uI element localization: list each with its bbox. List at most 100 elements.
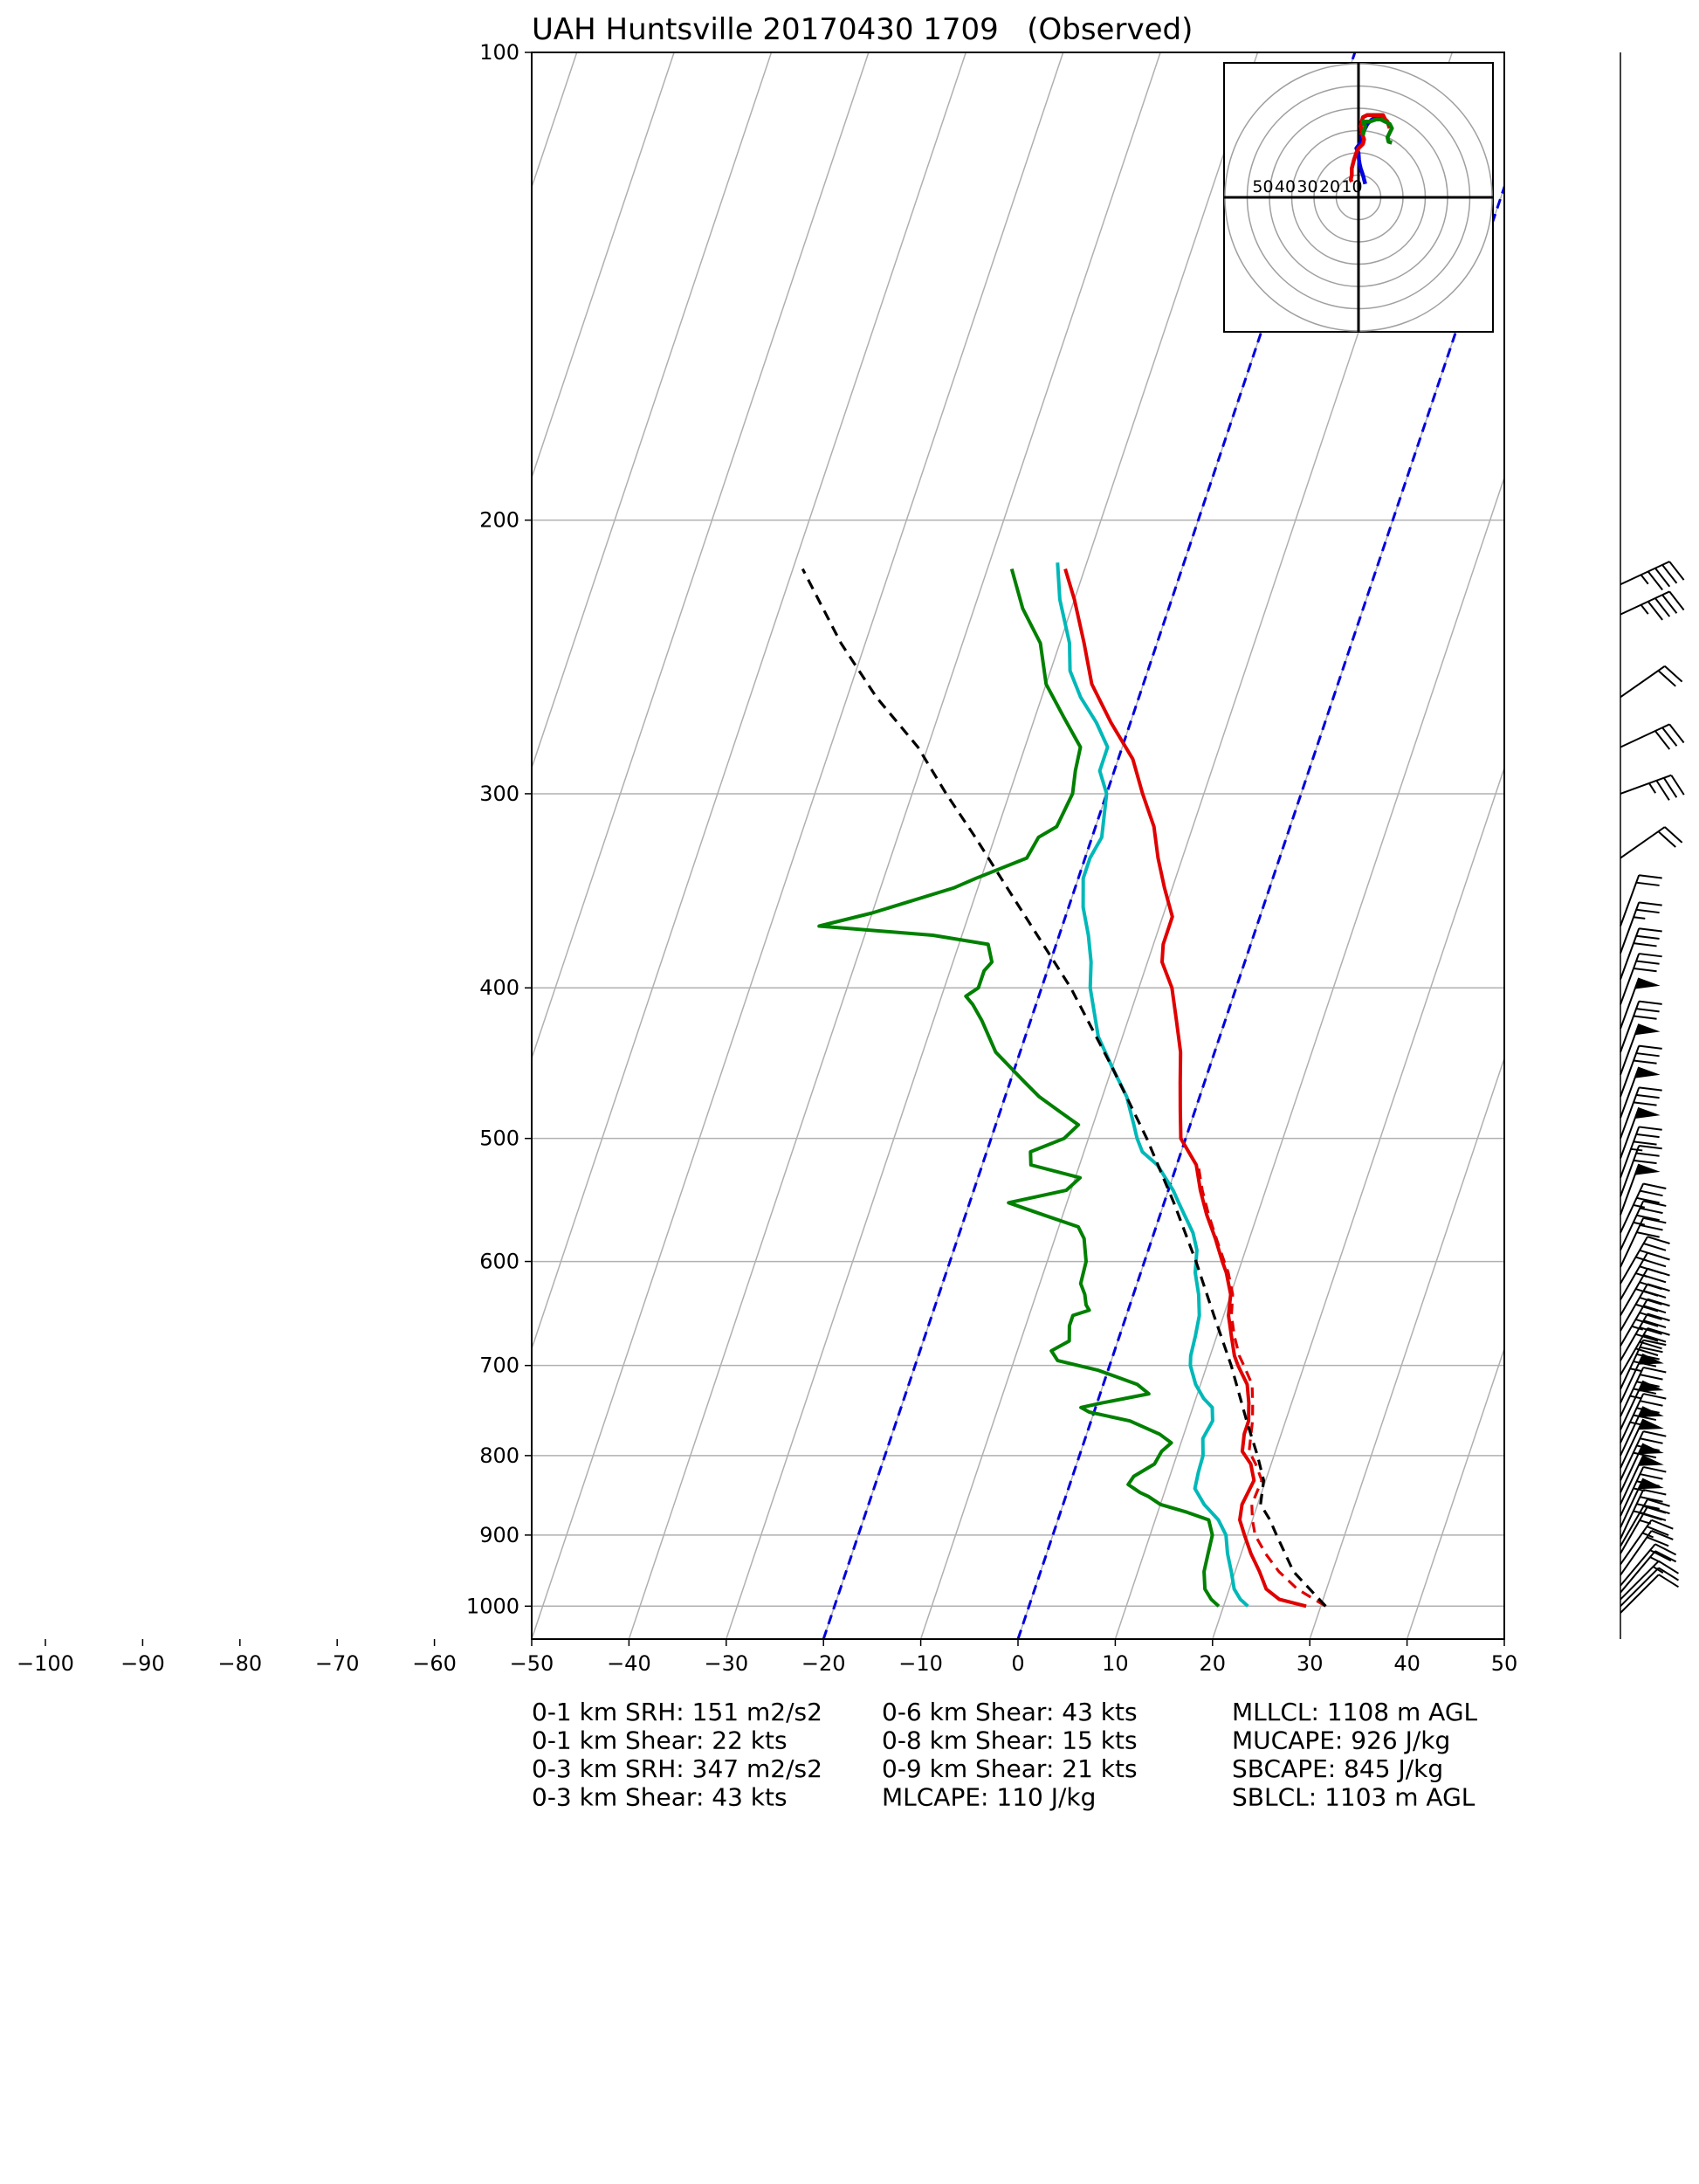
x-tick-label--20: −20 xyxy=(801,1651,846,1676)
wind-barb-flag xyxy=(1642,1465,1667,1473)
hodograph: 50 40 30 20 10 xyxy=(1223,62,1494,333)
wind-barb-flag xyxy=(1640,1473,1663,1480)
y-tick-label-500: 500 xyxy=(479,1126,519,1151)
parameter-2-3: 0-9 km Shear: 21 kts xyxy=(882,1754,1138,1783)
wind-barb-half-flag xyxy=(1648,782,1656,794)
wind-barb-half-flag xyxy=(1633,1203,1646,1209)
wind-barb-flag xyxy=(1633,1140,1657,1146)
wind-barb-725 xyxy=(1620,1339,1667,1390)
wind-barb-flag xyxy=(1639,1086,1662,1092)
wind-barb-flag xyxy=(1647,1536,1669,1547)
x-tick-label-20: 20 xyxy=(1200,1651,1227,1676)
wind-barb-flag xyxy=(1647,1312,1670,1322)
wind-barb-flag xyxy=(1639,1340,1662,1350)
wind-barb-470 xyxy=(1620,1044,1662,1098)
hodograph-trace-2 xyxy=(1360,117,1394,145)
x-tick-label--90: −90 xyxy=(120,1651,165,1676)
wind-barb-flag xyxy=(1635,1303,1659,1312)
wind-barb-flag xyxy=(1649,1549,1672,1562)
isotherm--60 xyxy=(532,52,967,1351)
wind-barb-515 xyxy=(1620,1106,1661,1159)
wind-barb-flag xyxy=(1635,1319,1659,1327)
wind-barb-flag xyxy=(1633,1101,1657,1106)
wind-barb-flag xyxy=(1640,1496,1663,1503)
wind-barb-545 xyxy=(1620,1145,1662,1197)
hodograph-ring-label-30: 30 xyxy=(1297,177,1317,196)
wind-barb-shaft xyxy=(1620,1200,1645,1250)
profile-trace-4 xyxy=(801,568,1327,1608)
wind-barb-shaft xyxy=(1620,1430,1645,1481)
wind-barb-flag xyxy=(1636,1214,1660,1222)
y-axis-ticks: 100 200 300 400 500 600 700 800 900 1000 xyxy=(466,40,532,1618)
wind-barb-1000 xyxy=(1620,1567,1679,1608)
wind-barb-shaft xyxy=(1620,1106,1641,1159)
x-tick-label--10: −10 xyxy=(898,1651,943,1676)
wind-barb-875 xyxy=(1620,1465,1667,1517)
wind-barb-flag xyxy=(1633,1015,1657,1020)
wind-barb-955 xyxy=(1620,1530,1674,1576)
hodograph-ring-label-40: 40 xyxy=(1275,177,1296,196)
wind-barb-shaft xyxy=(1620,723,1670,748)
isotherm--100 xyxy=(532,52,578,189)
wind-barb-flag xyxy=(1655,780,1670,801)
isotherm-50 xyxy=(1503,1636,1504,1639)
y-tick-label-700: 700 xyxy=(479,1354,519,1378)
x-tick-label--50: −50 xyxy=(510,1651,554,1676)
wind-barb-695 xyxy=(1620,1312,1670,1361)
wind-barb-410 xyxy=(1620,953,1662,1005)
wind-barb-shaft xyxy=(1620,1543,1656,1587)
wind-barb-flag xyxy=(1640,1346,1663,1354)
wind-barb-pennant xyxy=(1634,977,1661,989)
wind-barb-flag xyxy=(1633,967,1657,973)
wind-barb-flag xyxy=(1636,1052,1660,1058)
hodograph-trace-1 xyxy=(1348,113,1392,183)
x-tick-label--60: −60 xyxy=(412,1651,457,1676)
hodograph-ring-label-20: 20 xyxy=(1319,177,1340,196)
wind-barb-shaft xyxy=(1620,1498,1648,1547)
wind-barb-shaft xyxy=(1620,826,1666,859)
wind-barb-flag xyxy=(1664,826,1683,844)
wind-barb-425 xyxy=(1620,977,1661,1030)
wind-barb-half-flag xyxy=(1652,1566,1664,1574)
wind-barb-shaft xyxy=(1620,1023,1641,1076)
wind-barb-455 xyxy=(1620,1023,1661,1076)
wind-barb-shaft xyxy=(1620,1145,1641,1197)
wind-barb-flag xyxy=(1636,1196,1660,1204)
wind-barb-flag xyxy=(1639,1281,1662,1291)
wind-barb-flag xyxy=(1636,1133,1660,1139)
wind-barb-flag xyxy=(1662,777,1678,798)
wind-barb-half-flag xyxy=(1633,916,1646,920)
wind-barb-flag xyxy=(1647,1326,1670,1336)
parameter-2-1: 0-6 km Shear: 43 kts xyxy=(882,1698,1138,1726)
x-tick-label--40: −40 xyxy=(607,1651,651,1676)
wind-barb-flag xyxy=(1633,1361,1657,1368)
wind-barb-flag xyxy=(1640,1374,1663,1381)
wind-barb-flag xyxy=(1654,568,1671,588)
wind-barb-flag xyxy=(1661,564,1678,584)
y-tick-label-1000: 1000 xyxy=(466,1594,519,1618)
wind-barb-half-flag xyxy=(1630,1147,1643,1152)
wind-barb-flag xyxy=(1654,597,1671,617)
wind-barb-flag xyxy=(1668,723,1685,744)
wind-barb-shaft xyxy=(1620,1466,1645,1517)
wind-barb-flag xyxy=(1651,1519,1674,1530)
wind-barb-590 xyxy=(1620,1200,1667,1250)
hodograph-ring-label-50: 50 xyxy=(1252,177,1273,196)
parameter-2-2: 0-8 km Shear: 15 kts xyxy=(882,1726,1138,1755)
wind-barb-650 xyxy=(1620,1267,1670,1316)
parameter-2-4: MLCAPE: 110 J/kg xyxy=(882,1783,1096,1812)
wind-barb-flag xyxy=(1642,1488,1667,1496)
wind-barb-shaft xyxy=(1620,1393,1645,1443)
wind-barb-flag xyxy=(1654,1550,1677,1563)
wind-barb-485 xyxy=(1620,1066,1661,1119)
wind-barb-shaft xyxy=(1620,1567,1660,1608)
wind-barb-830 xyxy=(1620,1430,1667,1481)
hodograph-body xyxy=(1224,63,1493,332)
wind-barb-flag xyxy=(1636,1231,1660,1238)
hodograph-ring-label-10: 10 xyxy=(1341,177,1362,196)
wind-barb-pennant xyxy=(1638,1419,1664,1430)
wind-barb-970 xyxy=(1620,1543,1677,1587)
wind-barb-half-flag xyxy=(1635,1272,1647,1278)
wind-barb-860 xyxy=(1620,1455,1664,1505)
